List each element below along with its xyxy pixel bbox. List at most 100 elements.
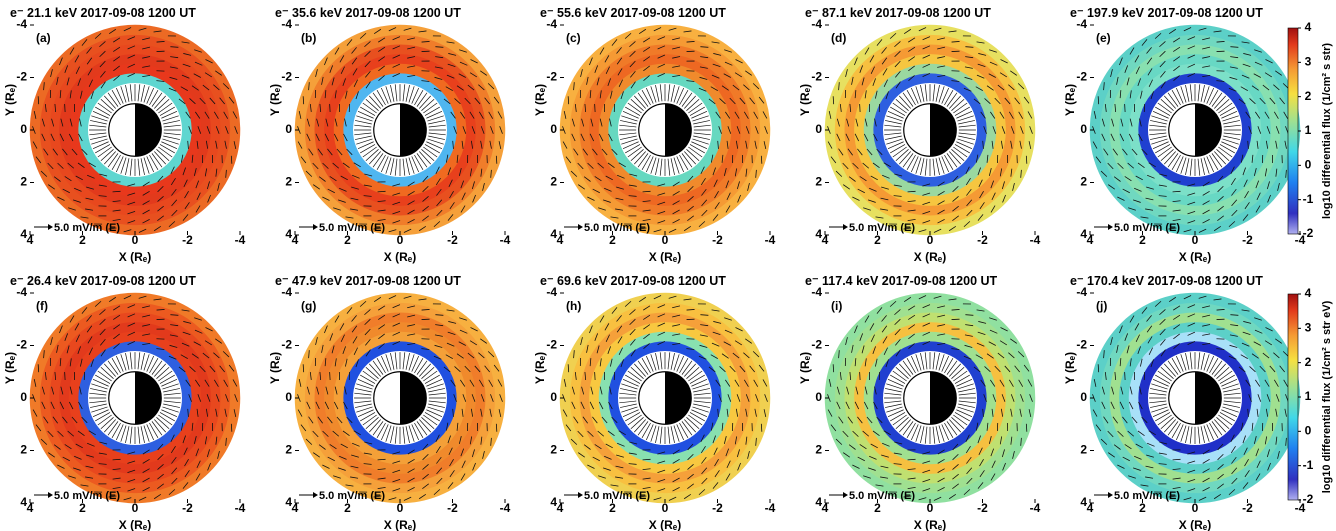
e-field-arrow	[372, 421, 384, 436]
e-field-arrow	[1010, 436, 1013, 445]
e-field-arrow	[994, 365, 1001, 373]
e-field-arrow	[1187, 201, 1196, 206]
e-field-arrow	[47, 184, 56, 190]
e-field-arrow	[87, 336, 93, 344]
e-field-arrow	[693, 132, 711, 136]
e-field-arrow	[687, 443, 694, 451]
e-field-arrow	[407, 218, 415, 224]
e-field-arrow	[37, 364, 40, 373]
e-field-arrow	[195, 111, 201, 119]
e-field-arrow	[1159, 328, 1166, 336]
y-tick-label: 4	[1080, 495, 1087, 509]
e-field-arrow	[1257, 126, 1262, 134]
e-field-arrow	[407, 200, 415, 205]
e-field-arrow	[1183, 295, 1192, 300]
e-field-arrow	[645, 355, 654, 372]
e-field-arrow	[922, 304, 931, 309]
e-field-arrow	[112, 486, 121, 490]
e-field-arrow	[156, 309, 165, 311]
e-field-arrow	[1146, 186, 1154, 190]
e-field-arrow	[422, 175, 429, 183]
e-field-arrow	[68, 207, 76, 211]
e-field-arrow	[749, 97, 755, 105]
e-field-arrow	[1273, 379, 1279, 387]
e-field-arrow	[170, 166, 175, 175]
e-field-arrow	[628, 463, 637, 465]
e-field-arrow	[322, 196, 330, 201]
e-field-arrow	[402, 426, 406, 444]
e-field-arrow	[734, 340, 743, 346]
e-field-arrow	[487, 351, 495, 358]
y-axis-label: Y (Rₑ)	[1063, 84, 1077, 116]
e-field-arrow	[1101, 386, 1105, 395]
e-field-arrow	[1135, 443, 1143, 449]
e-field-arrow	[74, 323, 80, 331]
flux-ring	[863, 331, 997, 465]
e-field-arrow	[127, 478, 136, 483]
e-field-arrow	[1267, 462, 1271, 471]
e-field-arrow	[908, 343, 915, 349]
e-field-arrow	[966, 209, 973, 217]
e-field-arrow	[688, 414, 703, 426]
y-tick-label: 0	[285, 390, 292, 404]
e-field-arrow	[312, 184, 321, 190]
e-field-arrow	[357, 409, 374, 418]
e-field-arrow	[385, 86, 392, 103]
y-tick-label: 2	[20, 443, 27, 457]
e-field-arrow	[627, 146, 642, 158]
e-field-arrow	[643, 324, 651, 330]
e-field-arrow	[162, 115, 179, 122]
e-field-arrow	[196, 408, 199, 417]
e-field-arrow	[188, 394, 192, 402]
e-field-arrow	[213, 111, 219, 119]
e-field-arrow	[587, 430, 594, 437]
e-field-arrow	[894, 173, 903, 177]
e-field-arrow	[672, 209, 680, 215]
e-field-arrow	[1189, 158, 1193, 176]
e-field-arrow	[75, 334, 80, 343]
x-tick-label: 4	[292, 501, 299, 515]
e-field-arrow	[910, 355, 919, 372]
e-field-arrow	[1146, 57, 1153, 65]
e-field-arrow	[864, 90, 867, 99]
e-field-arrow	[1219, 106, 1235, 116]
e-field-arrow	[206, 394, 211, 402]
e-field-arrow	[89, 400, 107, 404]
e-field-arrow	[642, 468, 651, 470]
arrow-label: 5.0 mV/m (E)	[849, 222, 915, 234]
e-field-arrow	[469, 168, 473, 177]
e-field-arrow	[1230, 178, 1236, 186]
e-field-arrow	[411, 424, 420, 441]
e-field-arrow	[373, 296, 382, 303]
e-field-arrow	[171, 467, 178, 475]
e-field-arrow	[325, 118, 329, 127]
e-field-arrow	[1028, 409, 1032, 418]
e-field-arrow	[1203, 86, 1210, 103]
e-field-arrow	[637, 153, 649, 168]
e-field-arrow	[681, 360, 693, 375]
e-field-arrow	[405, 158, 410, 176]
e-field-arrow	[598, 475, 606, 479]
e-field-arrow	[607, 162, 615, 169]
x-tick-label: 2	[344, 501, 351, 515]
e-field-arrow	[1218, 146, 1233, 158]
e-field-arrow	[736, 449, 740, 458]
e-field-arrow	[112, 468, 121, 470]
e-field-arrow	[582, 416, 588, 424]
e-field-arrow	[975, 422, 979, 431]
x-tick-label: 0	[1192, 501, 1199, 515]
e-field-arrow	[855, 386, 859, 395]
flux-ring	[49, 312, 221, 484]
e-field-arrow	[1198, 496, 1207, 501]
x-tick-label: 4	[292, 233, 299, 247]
e-field-arrow	[616, 186, 624, 190]
e-field-arrow	[990, 180, 995, 189]
x-axis-label: X (Rₑ)	[384, 518, 417, 531]
y-tick-label: 0	[815, 390, 822, 404]
e-field-arrow	[1095, 156, 1102, 164]
e-field-arrow	[1111, 386, 1115, 395]
e-field-arrow	[1216, 367, 1230, 379]
e-field-arrow	[573, 148, 579, 156]
e-field-arrow	[185, 379, 191, 387]
e-field-arrow	[104, 95, 116, 109]
